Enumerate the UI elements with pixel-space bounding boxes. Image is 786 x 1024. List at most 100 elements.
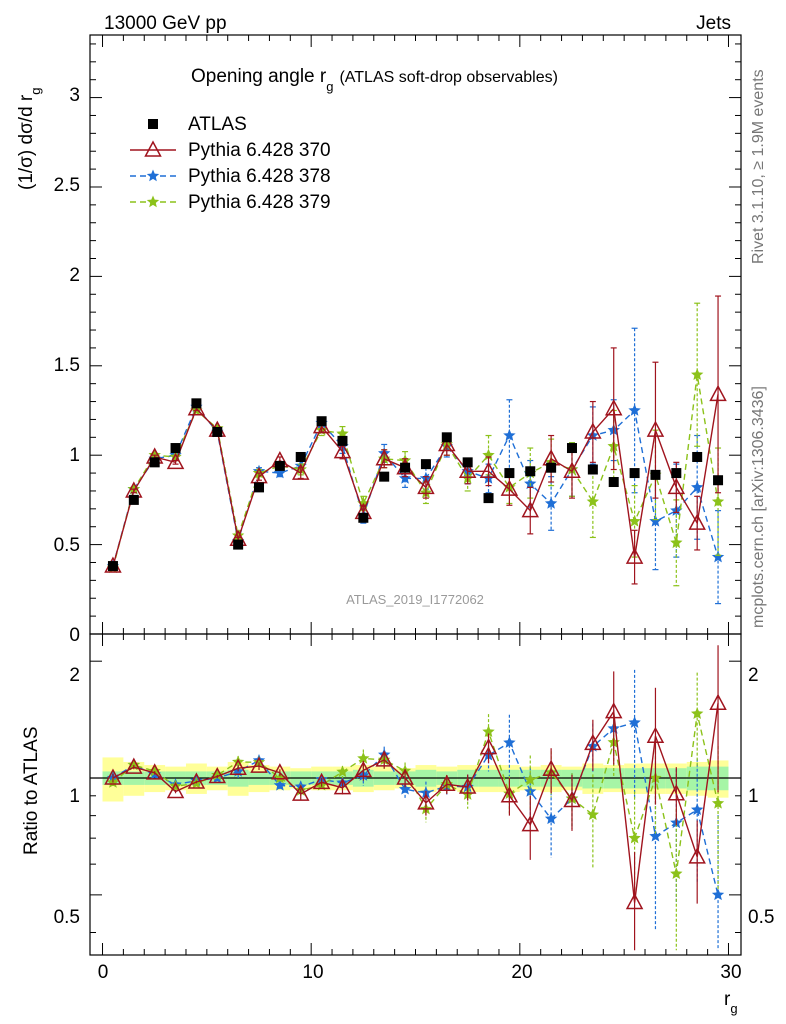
legend-marker [146, 195, 160, 208]
ratio-point [208, 766, 227, 784]
data-point [212, 426, 223, 437]
plot-title-main: Opening angle r [191, 66, 327, 87]
data-point [441, 432, 452, 443]
x-tick-label: 20 [511, 962, 532, 983]
series-line-ratio [112, 703, 719, 903]
ratio-point [148, 764, 161, 777]
legend-label: Pythia 6.428 379 [188, 192, 331, 213]
legend: ATLAS Pythia 6.428 370 Pythia 6.428 378 Pyt… [130, 114, 331, 213]
data-point [400, 462, 411, 473]
plot-title-sub: g [326, 79, 333, 94]
ratio-point [145, 763, 164, 780]
legend-marker [148, 119, 158, 129]
ratio-point [398, 782, 412, 795]
ratio-point [584, 733, 602, 751]
data-point [709, 384, 727, 402]
data-point [333, 442, 352, 459]
data-point [149, 457, 160, 468]
data-point [544, 497, 558, 509]
series-line-main [112, 405, 719, 567]
x-tick-label: 0 [98, 962, 109, 983]
ratio-frame [89, 633, 742, 956]
data-point [438, 434, 456, 452]
ratio-point [625, 892, 644, 910]
ratio-point [586, 808, 599, 820]
x-axis-label: rg [724, 989, 738, 1016]
ratio-point [604, 702, 623, 719]
data-point [291, 463, 310, 480]
y-tick-label: 2.5 [54, 175, 80, 196]
data-point [417, 477, 435, 495]
header-left: 13000 GeV pp [104, 13, 227, 34]
ratio-point [711, 796, 725, 809]
ratio-point [273, 778, 287, 791]
data-point [107, 561, 118, 572]
legend-marker [144, 140, 162, 157]
ratio-tick-label: 0.5 [54, 907, 80, 928]
ratio-point [250, 756, 268, 773]
data-point [691, 480, 704, 493]
ratio-point [667, 784, 686, 801]
data-point [671, 468, 682, 479]
rivet-label: Rivet 3.1.10, ≥ 1.9M events [750, 69, 767, 264]
series-line-ratio [112, 721, 719, 896]
data-point [692, 451, 703, 462]
ratio-uncertainty-bands [90, 757, 741, 802]
data-point [691, 368, 704, 380]
ratio-point [691, 803, 704, 815]
data-point [358, 512, 369, 523]
data-point [646, 420, 665, 437]
y-tick-label: 1 [69, 445, 80, 466]
ratio-tick-label-right: 2 [748, 665, 759, 686]
data-point [500, 479, 519, 496]
y-tick-label: 0.5 [54, 535, 80, 556]
data-point [628, 514, 641, 527]
data-point [462, 457, 473, 468]
ratio-point [709, 693, 727, 711]
ratio-point [336, 765, 349, 778]
ratio-point [521, 815, 540, 832]
data-point [711, 495, 725, 507]
ratio-point [438, 774, 456, 792]
ratio-point [396, 768, 414, 785]
data-point [337, 435, 348, 446]
ratio-tick-label: 1 [69, 786, 80, 807]
ratio-point [628, 831, 641, 844]
data-point [521, 501, 540, 518]
data-point [504, 468, 515, 479]
ratio-point [649, 829, 662, 842]
plot-title: Opening angle rg (ATLAS soft-drop observa… [191, 66, 558, 94]
ratio-point [166, 781, 185, 799]
data-point [420, 459, 431, 470]
ratio-point [688, 847, 706, 864]
legend-label: Pythia 6.428 378 [188, 166, 331, 187]
series-line-main [112, 394, 719, 567]
data-point [688, 513, 706, 530]
mcplots-label: mcplots.cern.ch [arXiv:1306.3436] [750, 386, 767, 628]
y-axis-label: (1/σ) dσ/d rg [16, 88, 43, 191]
data-point [604, 399, 623, 416]
y-tick-label: 3 [69, 85, 80, 106]
ratio-point [482, 725, 495, 737]
data-point [667, 477, 686, 495]
y-axis-label-main: (1/σ) dσ/d r [16, 94, 37, 190]
ratio-tick-label-right: 0.5 [748, 907, 774, 928]
y-tick-labels-main: 0 0.5 1 1.5 2 2.5 3 [54, 85, 80, 646]
x-tick-label: 30 [720, 962, 741, 983]
ratio-point [711, 888, 725, 901]
legend-label: ATLAS [188, 114, 247, 135]
data-point [711, 550, 725, 563]
data-point [608, 477, 619, 488]
y-tick-label: 2 [69, 265, 80, 286]
ratio-point [691, 707, 704, 719]
x-axis-label-sub: g [730, 1001, 737, 1016]
data-point [127, 482, 140, 495]
data-point [628, 404, 641, 416]
ratio-point [544, 812, 558, 825]
ratio-point [628, 716, 641, 728]
ratio-point [500, 786, 519, 803]
ratio-point [229, 758, 247, 775]
data-point [625, 547, 644, 564]
ratio-point [273, 771, 287, 784]
